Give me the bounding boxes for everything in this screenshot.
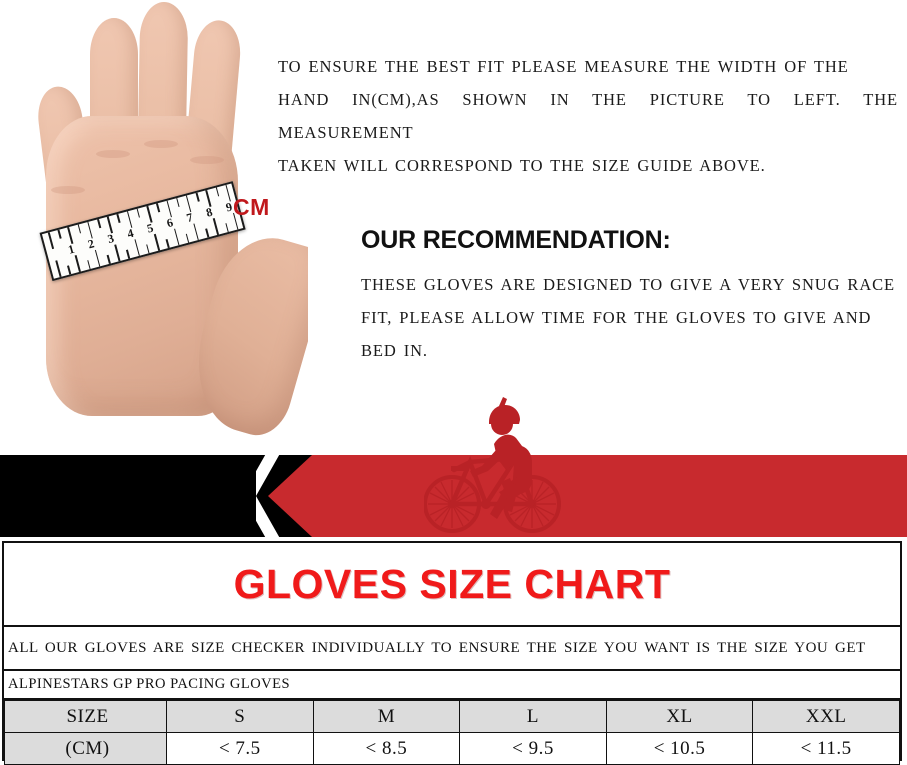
- intro-line: TAKEN WILL CORRESPOND TO THE SIZE GUIDE …: [278, 156, 766, 175]
- knuckle-crease: [96, 150, 130, 158]
- tape-tick: [77, 224, 82, 234]
- tape-tick: [215, 187, 220, 197]
- intro-line: TO ENSURE THE BEST FIT PLEASE MEASURE TH…: [278, 57, 849, 76]
- table-cell-measurement: < 9.5: [459, 732, 607, 765]
- tape-tick: [126, 249, 131, 259]
- gloves-size-chart-box: GLOVES SIZE CHART ALL OUR GLOVES ARE SIZ…: [2, 541, 902, 765]
- table-row: SIZE S M L XL XXL: [4, 700, 900, 733]
- tape-number: 7: [184, 209, 195, 226]
- tape-tick: [195, 192, 200, 202]
- chart-title: GLOVES SIZE CHART: [233, 560, 671, 607]
- table-cell-size: M: [312, 700, 461, 733]
- tape-tick: [153, 233, 160, 251]
- table-row: (CM) < 7.5 < 8.5 < 9.5 < 10.5 < 11.5: [4, 732, 900, 765]
- tape-tick: [165, 239, 170, 249]
- chart-model-row: ALPINESTARS GP PRO PACING GLOVES: [4, 671, 900, 700]
- tape-tick: [57, 229, 62, 239]
- recommendation-line: FIT, PLEASE ALLOW TIME FOR THE GLOVES TO…: [361, 308, 872, 327]
- recommendation-line: THESE GLOVES ARE DESIGNED TO GIVE A VERY…: [361, 275, 896, 294]
- tape-tick: [185, 233, 190, 243]
- tape-number: 1: [66, 241, 76, 257]
- cm-unit-label: CM: [233, 194, 270, 220]
- recommendation-heading: OUR RECOMMENDATION:: [361, 226, 671, 254]
- tape-tick: [74, 255, 81, 272]
- tape-number: 8: [204, 204, 215, 220]
- tape-tick: [47, 232, 54, 250]
- tape-tick: [134, 239, 141, 257]
- tape-tick: [97, 219, 101, 229]
- tape-tick: [114, 244, 121, 262]
- decorative-banner: [0, 450, 907, 542]
- recommendation-line: BED IN.: [361, 341, 428, 360]
- intro-line: HAND IN(CM),AS SHOWN IN THE PICTURE TO L…: [278, 90, 898, 142]
- tape-tick: [224, 223, 229, 233]
- tape-tick: [136, 208, 141, 218]
- tape-tick: [86, 260, 91, 270]
- table-cell-measurement: < 10.5: [605, 732, 754, 765]
- table-cell-measurement: < 8.5: [312, 732, 461, 765]
- table-cell-size: XXL: [752, 700, 900, 733]
- table-cell-measurement: < 11.5: [752, 732, 900, 765]
- cyclist-icon: [424, 397, 561, 533]
- tape-tick: [173, 228, 180, 246]
- tape-number: 4: [125, 225, 136, 241]
- tape-tick: [146, 244, 150, 254]
- banner-red-arrow: [268, 455, 907, 537]
- tape-number: 6: [165, 215, 175, 231]
- table-cell-size: XL: [605, 700, 754, 733]
- tape-tick: [67, 265, 71, 275]
- table-cell-measurement: < 7.5: [166, 732, 314, 765]
- chart-model-name: ALPINESTARS GP PRO PACING GLOVES: [8, 676, 291, 692]
- table-row-label: (CM): [4, 732, 167, 765]
- recommendation-paragraph: THESE GLOVES ARE DESIGNED TO GIVE A VERY…: [361, 268, 899, 367]
- tape-number: 5: [145, 220, 155, 236]
- table-row-label: SIZE: [4, 700, 167, 733]
- tape-tick: [205, 228, 210, 238]
- intro-paragraph: TO ENSURE THE BEST FIT PLEASE MEASURE TH…: [278, 50, 898, 182]
- tape-tick: [213, 218, 219, 235]
- tape-tick: [55, 260, 62, 278]
- table-cell-size: S: [166, 700, 314, 733]
- chart-note: ALL OUR GLOVES ARE SIZE CHECKER INDIVIDU…: [8, 639, 866, 656]
- tape-tick: [106, 254, 111, 264]
- size-table: SIZE S M L XL XXL (CM) < 7.5 < 8.5 < 9.5…: [4, 700, 900, 765]
- tape-number: 3: [105, 231, 116, 247]
- tape-tick: [156, 203, 161, 213]
- table-cell-size: L: [459, 700, 607, 733]
- tape-tick: [175, 197, 180, 208]
- knuckle-crease: [51, 186, 85, 194]
- chart-title-row: GLOVES SIZE CHART: [4, 543, 900, 627]
- knuckle-crease: [190, 156, 224, 164]
- tape-tick: [116, 213, 121, 223]
- knuckle-crease: [144, 140, 178, 148]
- chart-note-row: ALL OUR GLOVES ARE SIZE CHECKER INDIVIDU…: [4, 627, 900, 671]
- tape-tick: [193, 223, 200, 241]
- tape-number: 2: [86, 236, 96, 252]
- tape-tick: [94, 249, 101, 267]
